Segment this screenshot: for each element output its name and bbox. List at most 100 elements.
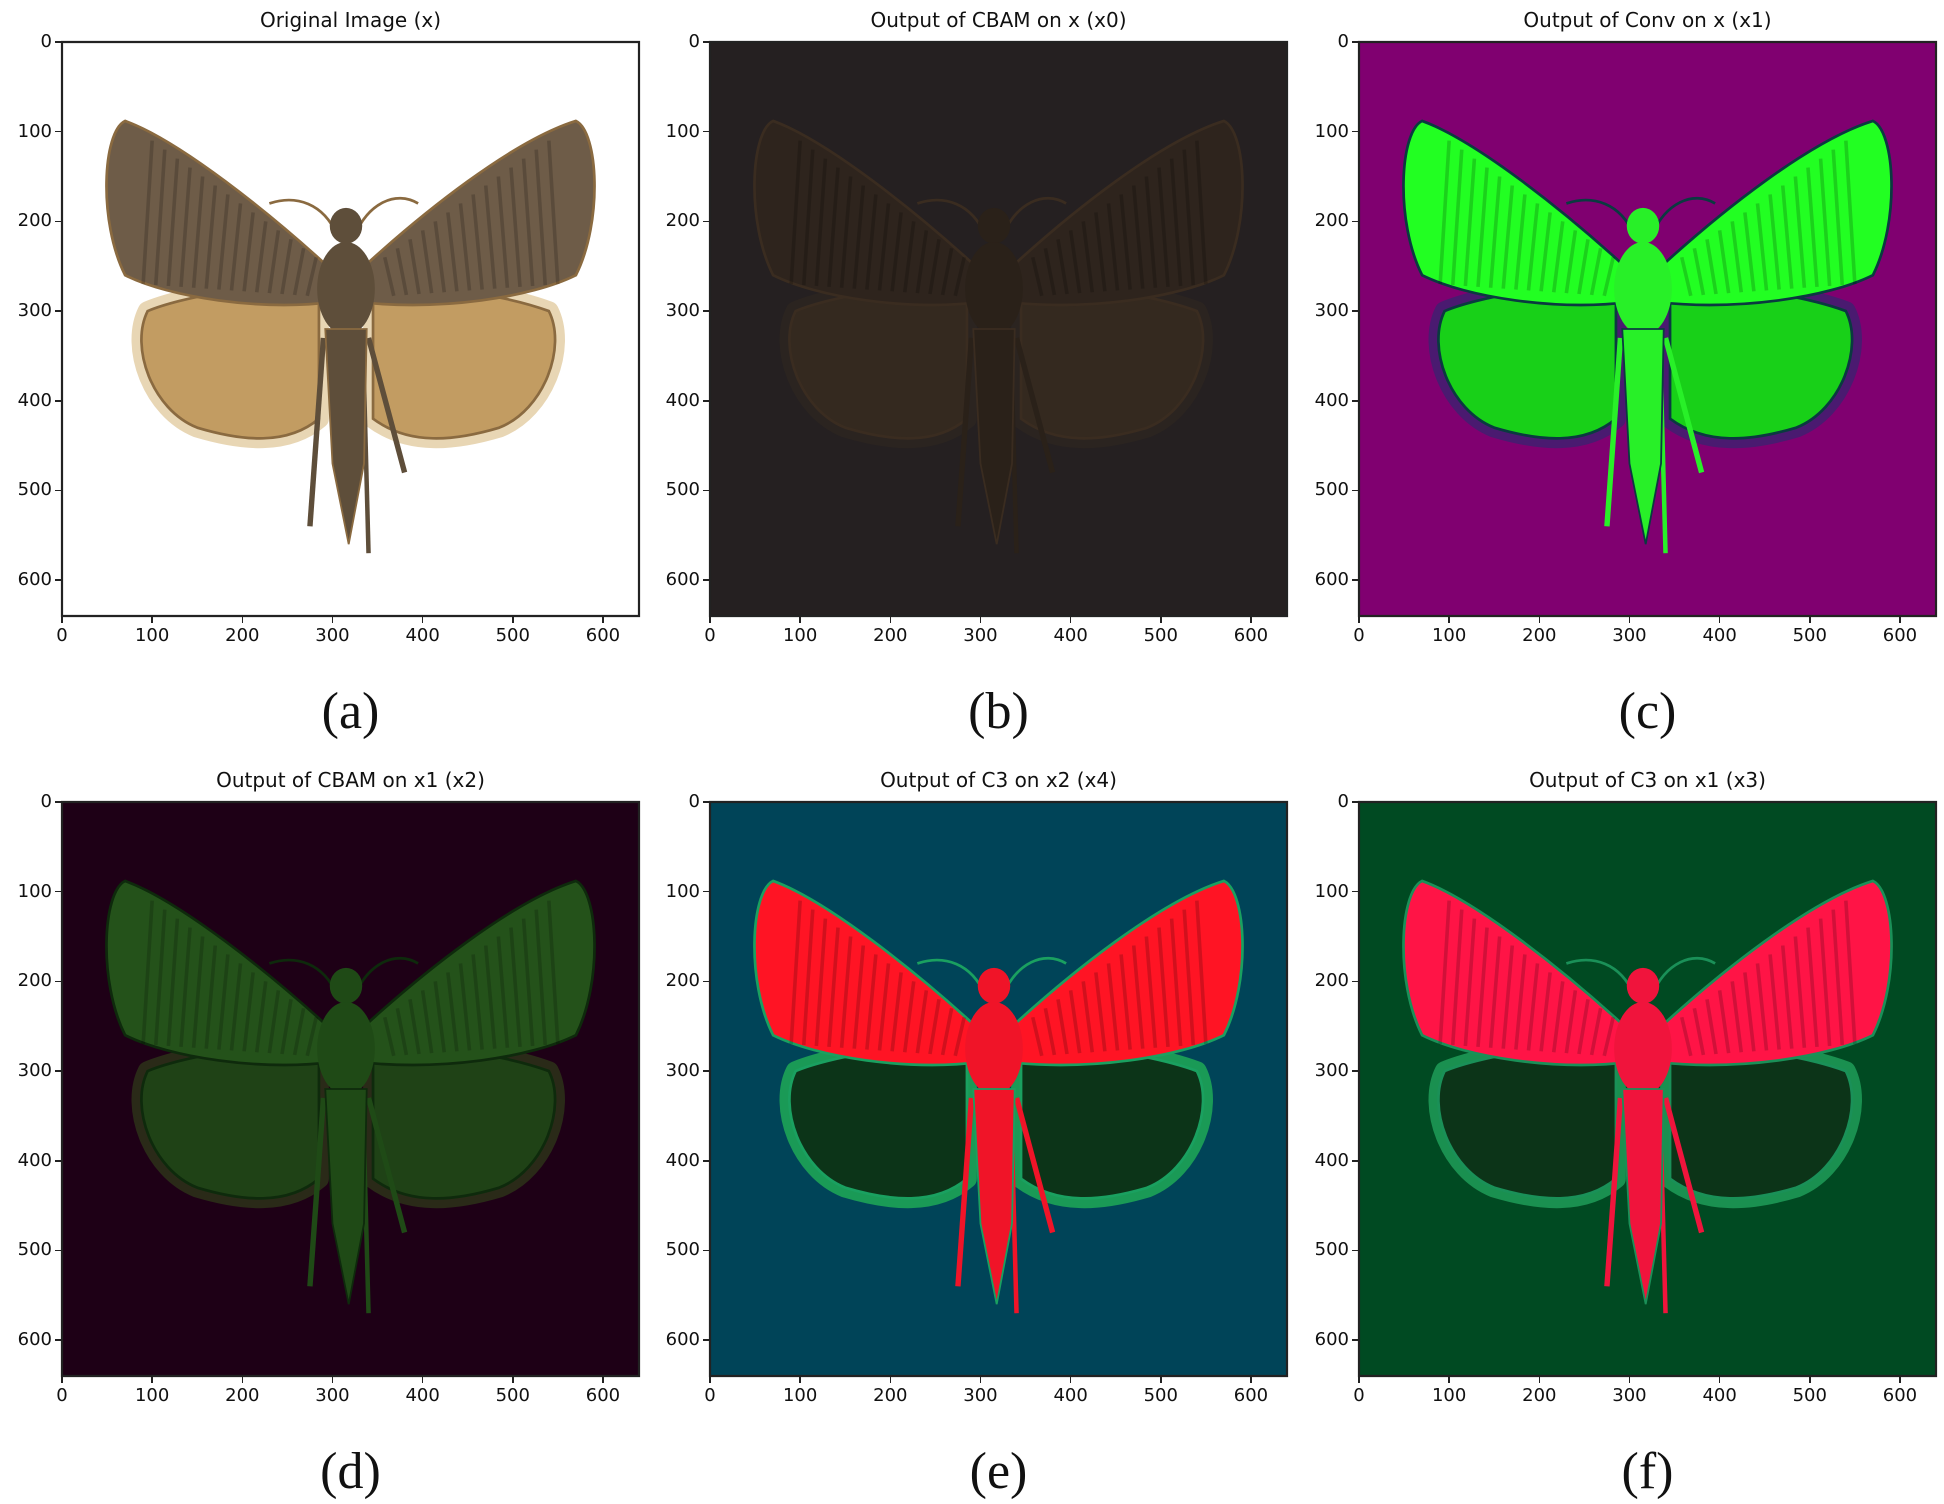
x-tick-label: 300 <box>1612 625 1647 646</box>
moth-abdomen <box>972 1088 1016 1305</box>
wing-stripe <box>496 176 510 288</box>
wing-stripe <box>1081 981 1095 1053</box>
wing-stripe <box>1438 140 1451 285</box>
y-tick-mark <box>703 890 710 893</box>
wing-stripe <box>292 1007 306 1056</box>
wing-stripe <box>1602 1016 1615 1057</box>
wing-stripe <box>471 954 484 1050</box>
wing-stripe <box>1182 149 1196 286</box>
y-tick-label: 300 <box>1314 300 1349 322</box>
wing-stripe <box>458 203 472 291</box>
y-tick-label: 0 <box>40 791 52 812</box>
wing-stripe <box>1831 909 1845 1046</box>
moth-abdomen <box>324 1088 368 1305</box>
wing-stripe <box>1526 963 1540 1051</box>
x-tick-mark <box>889 616 892 623</box>
y-tick-mark <box>55 1070 62 1072</box>
forewing <box>1655 119 1893 307</box>
image-axes <box>62 42 639 616</box>
y-tick-label: 100 <box>17 880 52 902</box>
wing-stripe <box>395 1007 409 1056</box>
y-tick-mark <box>703 130 710 133</box>
wing-stripe <box>1476 167 1489 287</box>
wing-stripe <box>877 203 891 291</box>
wing-stripe <box>191 176 205 288</box>
x-tick-mark <box>799 616 801 623</box>
wing-stripe <box>1463 918 1477 1047</box>
wing-stripe <box>902 221 916 293</box>
wing-stripe <box>1717 990 1731 1054</box>
wing-stripe <box>1169 918 1183 1047</box>
x-tick-mark <box>1809 1376 1811 1383</box>
wing-stripe <box>395 247 409 296</box>
y-tick-mark <box>1352 130 1359 133</box>
y-tick-mark <box>1352 220 1359 223</box>
wing-stripe <box>940 247 954 296</box>
wing-stripe <box>1602 256 1615 297</box>
panel-caption: (a) <box>321 683 380 740</box>
wing-stripe <box>179 167 192 287</box>
y-tick-label: 500 <box>665 479 700 501</box>
wing-stripe <box>1463 158 1477 287</box>
image-axes <box>62 802 639 1376</box>
wing-stripe <box>839 936 853 1048</box>
image-axes <box>1359 802 1936 1376</box>
wing-stripe <box>229 203 243 291</box>
moth-image <box>753 119 1244 554</box>
y-tick-label: 200 <box>1314 970 1349 992</box>
y-tick-label: 300 <box>665 1060 700 1082</box>
forewing <box>105 879 334 1067</box>
moth-head <box>329 207 363 244</box>
wing-stripe <box>1094 212 1107 292</box>
wing-stripe <box>1692 247 1706 296</box>
y-tick-label: 0 <box>1337 791 1349 812</box>
moth-thorax <box>317 242 375 336</box>
x-tick-label: 200 <box>873 625 908 646</box>
wing-stripe <box>1106 203 1120 291</box>
wing-stripe <box>1106 963 1120 1051</box>
moth-head <box>1626 967 1660 1004</box>
wing-stripe <box>305 256 318 297</box>
moth-image <box>753 879 1244 1314</box>
axes-frame <box>62 42 639 616</box>
wing-stripe <box>408 239 421 295</box>
y-tick-mark <box>1352 1160 1359 1162</box>
wing-stripe <box>204 185 218 289</box>
x-tick-label: 200 <box>225 625 260 646</box>
x-tick-mark <box>1538 616 1541 623</box>
y-tick-mark <box>703 980 710 983</box>
forewing <box>1006 879 1244 1067</box>
wing-stripe <box>166 918 180 1047</box>
panel-title: Output of CBAM on x (x0) <box>870 8 1127 32</box>
wing-stripe <box>547 900 560 1045</box>
x-tick-label: 100 <box>1431 625 1467 646</box>
x-tick-label: 500 <box>495 625 530 646</box>
x-tick-mark <box>1160 1376 1162 1383</box>
y-tick-label: 400 <box>1314 389 1349 411</box>
x-tick-label: 400 <box>1053 625 1088 646</box>
wing-stripe <box>1818 158 1832 287</box>
forewing <box>1402 119 1631 307</box>
y-tick-mark <box>55 890 62 893</box>
wing-stripe <box>1793 176 1807 288</box>
wing-stripe <box>254 981 268 1053</box>
moth-abdomen <box>1621 328 1665 545</box>
x-tick-label: 100 <box>134 1385 170 1406</box>
x-tick-mark <box>1069 1376 1072 1383</box>
axes-frame <box>1359 802 1936 1376</box>
x-tick-mark <box>1358 616 1360 623</box>
wing-stripe <box>521 158 535 287</box>
moth-thorax <box>965 242 1023 336</box>
image-axes <box>710 42 1287 616</box>
y-tick-label: 100 <box>17 120 52 142</box>
wing-stripe <box>1131 185 1145 289</box>
x-tick-mark <box>331 616 334 623</box>
x-tick-label: 200 <box>1522 625 1557 646</box>
wing-stripe <box>928 239 941 295</box>
wing-stripe <box>446 212 459 292</box>
y-tick-label: 400 <box>665 389 700 411</box>
wing-stripe <box>940 1007 954 1056</box>
wing-stripe <box>1831 149 1845 286</box>
leg <box>1662 1097 1705 1234</box>
y-tick-mark <box>703 579 710 581</box>
